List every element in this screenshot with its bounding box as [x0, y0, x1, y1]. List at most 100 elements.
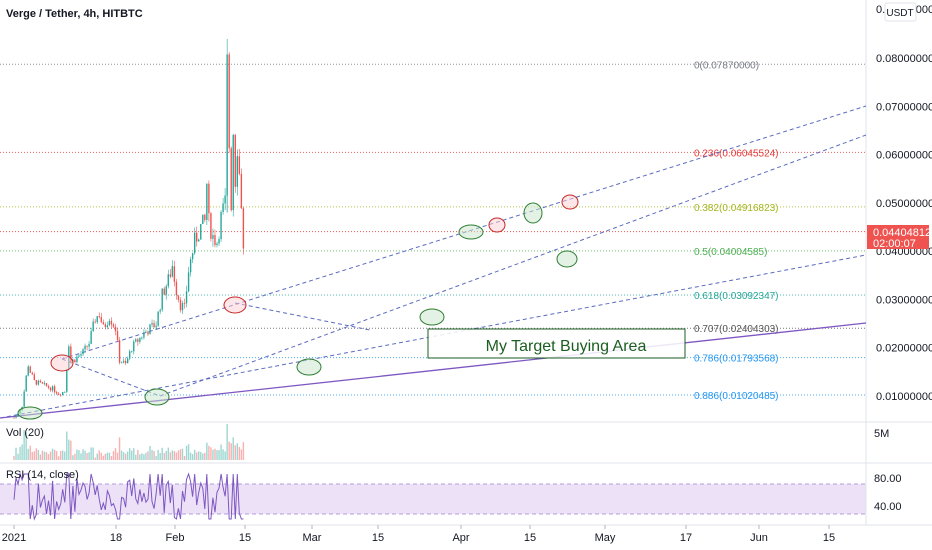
candle-body — [37, 380, 40, 385]
candle-body — [159, 309, 161, 312]
candle-body — [41, 382, 44, 384]
price-tick-label: 0.08000000 — [876, 53, 932, 65]
volume-bar — [41, 450, 44, 460]
volume-bar — [84, 450, 86, 460]
support-touch-marker[interactable] — [144, 388, 170, 406]
candle-body — [45, 383, 48, 387]
candle-body — [191, 253, 194, 260]
time-axis[interactable]: 2021 18 Feb 15 Mar 15 Apr 15 May 17 Jun 15 — [2, 525, 835, 544]
time-tick-label: Apr — [452, 532, 469, 544]
volume-bar — [153, 450, 155, 460]
volume-bar — [57, 456, 60, 460]
volume-bar — [78, 450, 80, 460]
volume-bar — [202, 453, 204, 460]
candle-body — [173, 266, 176, 282]
support-touch-marker[interactable] — [419, 308, 445, 326]
resistance-touch-marker[interactable] — [561, 194, 579, 210]
fib-level-label: 0.786(0.01793568) — [694, 354, 779, 365]
dashed-trendline[interactable] — [234, 302, 371, 331]
fib-level-label: 0.618(0.03092347) — [694, 291, 779, 302]
support-touch-marker[interactable] — [523, 202, 543, 224]
volume-bar — [139, 454, 141, 460]
volume-bar — [204, 452, 206, 460]
resistance-touch-marker[interactable] — [50, 354, 74, 372]
volume-bar — [218, 450, 220, 460]
volume-bar — [165, 450, 167, 460]
support-trendline[interactable] — [0, 322, 867, 419]
volume-bar — [200, 451, 202, 460]
candle-body — [82, 349, 84, 355]
fib-level-label: 0.5(0.04004585) — [694, 247, 767, 258]
rsi-pane-label: RSI (14, close) — [6, 469, 79, 481]
candle-body — [84, 345, 86, 350]
candle-body — [70, 346, 72, 363]
candle-body — [139, 337, 141, 342]
candle-body — [238, 156, 241, 174]
resistance-touch-marker[interactable] — [223, 296, 247, 314]
candle-body — [39, 380, 42, 383]
support-touch-marker[interactable] — [556, 250, 578, 268]
candle-body — [171, 266, 174, 277]
volume-bar — [208, 445, 210, 460]
ellipse-markers[interactable] — [17, 194, 579, 420]
candle-body — [137, 339, 139, 342]
candle-body — [189, 259, 192, 273]
price-tick-label: 0.06000000 — [876, 150, 932, 162]
candle-body — [27, 366, 29, 376]
candle-body — [23, 391, 25, 407]
target-buying-area-box[interactable] — [427, 328, 686, 359]
candle-body — [135, 339, 137, 342]
volume-bar — [37, 450, 40, 460]
fib-level-label: 0.382(0.04916823) — [694, 203, 779, 214]
candle-body — [122, 360, 125, 363]
volume-bar — [193, 449, 196, 460]
volume-bar — [98, 450, 100, 460]
volume-bar — [135, 454, 137, 460]
candle-body — [86, 345, 88, 347]
candle-body — [35, 380, 38, 385]
candle-body — [88, 343, 90, 347]
volume-bar — [59, 451, 62, 460]
fib-level-label: 0.886(0.01020485) — [694, 391, 779, 402]
support-touch-marker[interactable] — [296, 358, 322, 376]
time-tick-label: 15 — [524, 532, 536, 544]
dashed-trendline[interactable] — [61, 358, 161, 397]
price-axis[interactable]: 0.08000000 0.07000000 0.06000000 0.05000000… — [876, 53, 932, 403]
candle-body — [169, 274, 172, 277]
support-touch-marker[interactable] — [17, 406, 43, 420]
candle-body — [165, 286, 167, 295]
candle-body — [242, 208, 245, 249]
time-tick-label: 18 — [110, 532, 122, 544]
time-tick-label: Feb — [166, 532, 185, 544]
candle-body — [214, 235, 216, 246]
candle-body — [25, 375, 27, 392]
resistance-touch-marker[interactable] — [488, 217, 506, 233]
volume-bar — [74, 453, 76, 460]
volume-bar — [198, 451, 200, 460]
candle-body — [143, 332, 145, 338]
rsi-tick-40: 40.00 — [874, 501, 902, 513]
volume-bar — [33, 451, 35, 460]
volume-bar — [112, 451, 115, 460]
candle-body — [100, 317, 102, 323]
candle-body — [216, 243, 218, 246]
volume-bar — [226, 424, 228, 460]
volume-bar — [120, 450, 123, 460]
candle-body — [236, 156, 238, 187]
candle-body — [196, 232, 198, 242]
support-touch-marker[interactable] — [458, 224, 484, 240]
candle-body — [53, 386, 56, 393]
current-price-tag — [867, 225, 929, 249]
volume-bar — [124, 453, 127, 460]
volume-bar — [90, 447, 92, 460]
currency-button[interactable] — [884, 2, 917, 22]
volume-bar — [157, 449, 159, 460]
volume-bar — [240, 449, 243, 460]
volume-bar — [220, 444, 222, 460]
volume-axis-label: 5M — [874, 428, 889, 440]
candle-body — [13, 417, 15, 419]
target-buying-area-text: My Target Buying Area — [486, 338, 647, 355]
volume-bar — [189, 452, 192, 460]
time-tick-label: Jun — [750, 532, 768, 544]
